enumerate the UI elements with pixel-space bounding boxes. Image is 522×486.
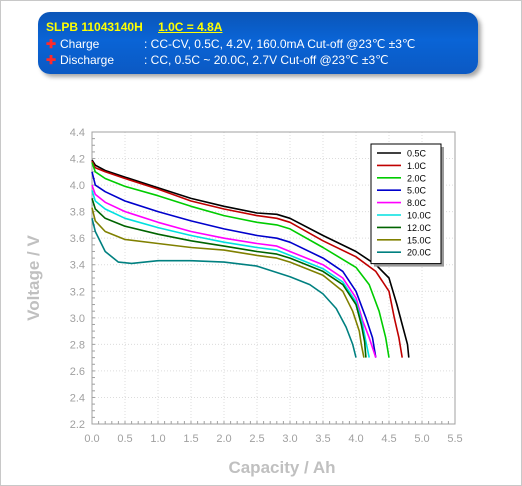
y-tick-label: 3.8 [70, 207, 85, 219]
legend-label: 0.5C [407, 149, 427, 159]
discharge-label: Discharge [60, 53, 115, 67]
legend-label: 8.0C [407, 198, 427, 208]
charge-row: ✚ Charge : CC-CV, 0.5C, 4.2V, 160.0mA Cut-… [46, 37, 415, 52]
series-line-2.0C [91, 162, 390, 358]
x-tick-label: 3.5 [315, 433, 330, 445]
y-axis-label: Voltage / V [24, 235, 43, 321]
legend-label: 10.0C [407, 211, 432, 221]
discharge-spec: : CC, 0.5C ~ 20.0C, 2.7V Cut-off @23℃ ±3… [144, 53, 389, 67]
series-line-5.0C [91, 171, 377, 358]
legend: 0.5C 1.0C 2.0C 5.0C 8.0C 10.0C 12.0C 15.0C 20.0C [370, 143, 444, 267]
legend-label: 12.0C [407, 223, 432, 233]
legend-box [370, 143, 442, 265]
banner-title-row: SLPB 11043140H 1.0C = 4.8A [46, 20, 222, 35]
series-line-0.5C [91, 159, 410, 358]
y-tick-label: 2.4 [70, 392, 85, 404]
y-tick-label: 2.8 [70, 339, 85, 351]
y-tick-label: 3.2 [70, 286, 85, 298]
legend-label: 5.0C [407, 186, 427, 196]
legend-label: 15.0C [407, 235, 432, 245]
charge-label: Charge [60, 37, 100, 51]
cross-icon: ✚ [46, 37, 57, 51]
axis-ticks: 0.0 0.5 1.0 1.5 2.0 2.5 3.0 3.5 4.0 4.5 5.0 5.5 2.2 2… [70, 127, 463, 445]
series-line-1.0C [91, 160, 403, 358]
y-tick-label: 3.6 [70, 233, 85, 245]
y-tick-label: 3.4 [70, 260, 85, 272]
series-line-8.0C [91, 184, 377, 358]
model-name: SLPB 11043140H [46, 20, 143, 34]
x-tick-label: 3.0 [282, 433, 297, 445]
series-line-10.0C [91, 190, 370, 358]
y-tick-label: 2.2 [70, 419, 85, 431]
legend-label: 20.0C [407, 248, 432, 258]
x-tick-label: 0.5 [117, 433, 132, 445]
x-tick-label: 4.5 [381, 433, 396, 445]
y-tick-label: 2.6 [70, 366, 85, 378]
series-line-20.0C [91, 218, 357, 358]
y-tick-label: 4.2 [70, 154, 85, 166]
x-tick-label: 4.0 [348, 433, 363, 445]
series-line-12.0C [91, 198, 367, 358]
x-tick-label: 5.0 [414, 433, 429, 445]
y-tick-label: 4.4 [70, 127, 85, 139]
x-tick-label: 5.5 [447, 433, 462, 445]
curves [91, 159, 410, 358]
grid [92, 132, 455, 424]
x-tick-label: 1.5 [183, 433, 198, 445]
y-tick-label: 3.0 [70, 313, 85, 325]
charge-spec: : CC-CV, 0.5C, 4.2V, 160.0mA Cut-off @23… [144, 37, 416, 51]
y-tick-label: 4.0 [70, 180, 85, 192]
cross-icon: ✚ [46, 53, 57, 67]
x-tick-label: 1.0 [150, 433, 165, 445]
x-tick-label: 2.5 [249, 433, 264, 445]
spec-banner: SLPB 11043140H 1.0C = 4.8A ✚ Charge : CC-C… [38, 12, 478, 74]
x-tick-label: 2.0 [216, 433, 231, 445]
x-tick-label: 0.0 [84, 433, 99, 445]
legend-label: 2.0C [407, 173, 427, 183]
legend-label: 1.0C [407, 161, 427, 171]
rating-label: 1.0C = 4.8A [158, 20, 223, 34]
discharge-row: ✚ Discharge : CC, 0.5C ~ 20.0C, 2.7V Cut-o… [46, 53, 389, 68]
x-axis-label: Capacity / Ah [228, 458, 335, 477]
series-line-15.0C [91, 207, 365, 358]
